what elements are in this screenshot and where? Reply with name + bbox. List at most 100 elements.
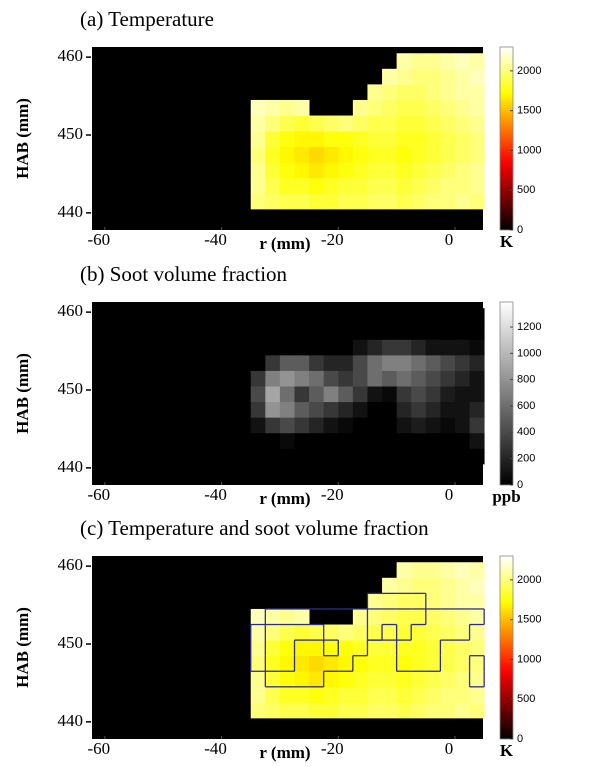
heatmap-cell [367, 146, 383, 163]
heatmap-cell [250, 624, 266, 641]
heatmap-cell [396, 417, 412, 434]
colorbar-tick-label: 1500 [517, 105, 541, 117]
heatmap-cell [440, 671, 456, 688]
heatmap-cell [454, 417, 470, 434]
heatmap-cell [396, 68, 412, 85]
heatmap-cell [454, 686, 470, 703]
heatmap-cell [309, 162, 325, 179]
heatmap-cell [367, 401, 383, 418]
heatmap-cell [382, 131, 398, 148]
heatmap-cell [425, 562, 441, 579]
heatmap-cell [411, 702, 427, 719]
heatmap-cell [440, 84, 456, 101]
heatmap-cell [309, 702, 325, 719]
heatmap-cell [250, 401, 266, 418]
heatmap-cell [367, 593, 383, 610]
heatmap-cell [382, 577, 398, 594]
heatmap-cell [382, 655, 398, 672]
heatmap-cell [396, 608, 412, 625]
heatmap-cell [411, 608, 427, 625]
heatmap-cell [265, 401, 281, 418]
heatmap-cell [367, 432, 383, 449]
heatmap-cell [323, 162, 339, 179]
heatmap-cell [309, 671, 325, 688]
y-tick-label: 460 [58, 555, 84, 574]
heatmap-cell [425, 308, 441, 325]
heatmap-cell [454, 308, 470, 325]
heatmap-cell [367, 640, 383, 657]
heatmap-cell [265, 339, 281, 356]
heatmap-cell [454, 323, 470, 340]
heatmap-cell [440, 146, 456, 163]
heatmap-cell [279, 655, 295, 672]
heatmap-cell [323, 686, 339, 703]
x-tick-label: -40 [204, 230, 227, 249]
x-tick-label: -20 [321, 230, 344, 249]
heatmap-cell [294, 432, 310, 449]
x-tick-label: -20 [321, 739, 344, 758]
heatmap-cell [382, 608, 398, 625]
heatmap-cell [454, 401, 470, 418]
colorbar-tick-label: 2000 [517, 574, 541, 586]
x-axis-label: r (mm) [259, 489, 310, 508]
heatmap-cell [469, 354, 485, 371]
heatmap-cell [411, 655, 427, 672]
heatmap-cell [411, 593, 427, 610]
heatmap-cell [265, 177, 281, 194]
heatmap-cell [382, 624, 398, 641]
heatmap-cell [309, 146, 325, 163]
heatmap-cell [352, 339, 368, 356]
heatmap-cell [454, 640, 470, 657]
heatmap-cell [265, 686, 281, 703]
heatmap-cell [309, 354, 325, 371]
heatmap-cell [309, 432, 325, 449]
heatmap-cell [425, 640, 441, 657]
heatmap-cell [411, 323, 427, 340]
heatmap-cell [250, 308, 266, 325]
heatmap-cell [294, 131, 310, 148]
heatmap-cell [469, 401, 485, 418]
heatmap-cell [367, 686, 383, 703]
heatmap-cell [396, 84, 412, 101]
heatmap-cell [411, 640, 427, 657]
heatmap-cell [279, 339, 295, 356]
colorbar-tick-label: 500 [517, 184, 535, 196]
heatmap-cell [279, 640, 295, 657]
x-tick-label: -40 [204, 485, 227, 504]
heatmap-cell [352, 162, 368, 179]
heatmap-cell [323, 339, 339, 356]
heatmap-cell [425, 655, 441, 672]
heatmap-cell [440, 323, 456, 340]
heatmap-cell [382, 68, 398, 85]
heatmap-cell [425, 686, 441, 703]
heatmap-cell [425, 386, 441, 403]
colorbar-label: ppb [492, 487, 520, 506]
heatmap-cell [411, 448, 427, 465]
heatmap-cell [382, 448, 398, 465]
heatmap-cell [454, 702, 470, 719]
heatmap-cell [309, 370, 325, 387]
heatmap-cell [454, 131, 470, 148]
heatmap-cell [352, 608, 368, 625]
heatmap-cell [294, 177, 310, 194]
heatmap-cell [367, 448, 383, 465]
heatmap-cell [338, 354, 354, 371]
heatmap-cell [294, 339, 310, 356]
colorbar-tick-label: 1000 [517, 347, 541, 359]
heatmap-cell [454, 671, 470, 688]
heatmap-cell [250, 370, 266, 387]
heatmap-cell [338, 386, 354, 403]
heatmap-cell [338, 671, 354, 688]
heatmap-cell [411, 671, 427, 688]
heatmap-cell [265, 146, 281, 163]
heatmap-cell [323, 131, 339, 148]
heatmap-cell [294, 115, 310, 132]
heatmap-cell [411, 193, 427, 210]
heatmap-cell [323, 177, 339, 194]
heatmap-cell [454, 354, 470, 371]
heatmap-cell [396, 671, 412, 688]
heatmap-cell [309, 448, 325, 465]
heatmap-cell [279, 417, 295, 434]
heatmap-cell [396, 386, 412, 403]
heatmap-cell [279, 131, 295, 148]
